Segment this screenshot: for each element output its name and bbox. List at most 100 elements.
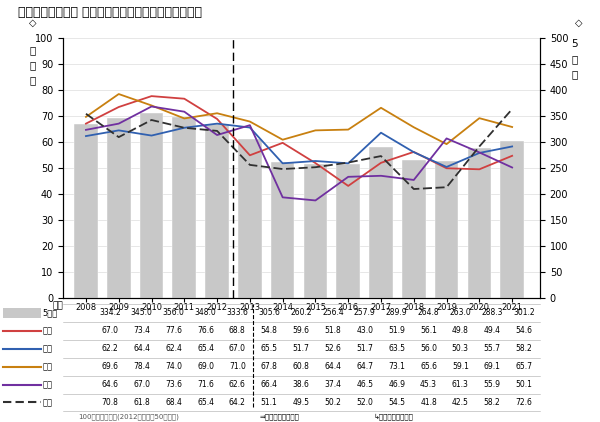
Text: 61.8: 61.8	[133, 398, 150, 407]
Text: 289.9: 289.9	[386, 308, 407, 317]
Text: 288.3: 288.3	[481, 308, 503, 317]
Text: 52.0: 52.0	[356, 398, 373, 407]
Bar	[500, 141, 524, 298]
Text: 49.4: 49.4	[484, 326, 501, 335]
Text: 69.1: 69.1	[484, 362, 500, 371]
Text: 51.7: 51.7	[356, 344, 373, 353]
Text: 100点満点に換算(2012年度まで50点満点): 100点満点に換算(2012年度まで50点満点)	[79, 414, 179, 420]
Text: 58.2: 58.2	[484, 398, 500, 407]
Text: 51.8: 51.8	[325, 326, 341, 335]
Text: 68.4: 68.4	[165, 398, 182, 407]
Text: 38.6: 38.6	[293, 380, 310, 389]
Bar	[337, 164, 360, 298]
Text: 54.8: 54.8	[261, 326, 278, 335]
Text: 70.8: 70.8	[101, 398, 118, 407]
Text: 345.0: 345.0	[131, 308, 153, 317]
Text: 73.6: 73.6	[165, 380, 182, 389]
Text: 60.8: 60.8	[293, 362, 310, 371]
Text: 51.9: 51.9	[388, 326, 405, 335]
Text: 64.6: 64.6	[101, 380, 118, 389]
Text: 科: 科	[572, 69, 578, 79]
Bar	[369, 147, 393, 298]
Text: 55.9: 55.9	[484, 380, 501, 389]
Text: 74.0: 74.0	[165, 362, 182, 371]
Text: 42.5: 42.5	[452, 398, 469, 407]
Text: 61.3: 61.3	[452, 380, 469, 389]
Text: 別: 別	[30, 75, 36, 85]
Text: 76.6: 76.6	[197, 326, 214, 335]
Text: 334.2: 334.2	[99, 308, 121, 317]
Text: 49.5: 49.5	[293, 398, 310, 407]
Text: 301.2: 301.2	[513, 308, 535, 317]
Text: 5: 5	[571, 39, 578, 49]
Text: 63.5: 63.5	[388, 344, 405, 353]
Text: 英語: 英語	[43, 326, 53, 335]
Text: 69.0: 69.0	[197, 362, 214, 371]
Text: 72.6: 72.6	[515, 398, 533, 407]
Bar	[467, 148, 491, 298]
Bar	[74, 124, 98, 298]
Text: 78.4: 78.4	[133, 362, 150, 371]
Text: 年度: 年度	[52, 302, 63, 311]
Text: 社会: 社会	[43, 398, 53, 407]
Bar	[107, 119, 131, 298]
Text: 55.7: 55.7	[484, 344, 501, 353]
Text: 67.0: 67.0	[229, 344, 246, 353]
Text: 64.4: 64.4	[133, 344, 150, 353]
Text: 263.0: 263.0	[449, 308, 471, 317]
Bar	[172, 117, 196, 298]
Text: 45.3: 45.3	[420, 380, 437, 389]
Text: 65.4: 65.4	[197, 398, 214, 407]
Text: 43.0: 43.0	[356, 326, 373, 335]
Text: 64.7: 64.7	[356, 362, 373, 371]
Text: 71.0: 71.0	[229, 362, 246, 371]
Text: 理科: 理科	[43, 380, 53, 389]
Text: 国語: 国語	[43, 362, 53, 371]
Bar	[271, 162, 295, 298]
Text: ◇: ◇	[575, 17, 583, 27]
Text: 65.6: 65.6	[420, 362, 437, 371]
Text: 348.0: 348.0	[194, 308, 217, 317]
Text: ↳マークシート導入: ↳マークシート導入	[373, 414, 413, 420]
Text: 50.3: 50.3	[452, 344, 469, 353]
Text: 67.0: 67.0	[101, 326, 118, 335]
Text: 305.6: 305.6	[258, 308, 280, 317]
Text: 64.4: 64.4	[325, 362, 341, 371]
Text: 49.8: 49.8	[452, 326, 469, 335]
Text: 5科計: 5科計	[43, 308, 58, 317]
Text: 67.0: 67.0	[133, 380, 150, 389]
Text: 64.2: 64.2	[229, 398, 246, 407]
Text: 65.5: 65.5	[261, 344, 278, 353]
Text: 科: 科	[30, 60, 36, 70]
Text: 260.2: 260.2	[290, 308, 312, 317]
Bar	[304, 165, 327, 298]
Text: 71.6: 71.6	[197, 380, 214, 389]
Text: 51.7: 51.7	[293, 344, 310, 353]
Text: 66.4: 66.4	[261, 380, 278, 389]
Text: 46.5: 46.5	[356, 380, 373, 389]
Bar	[435, 161, 458, 298]
Text: 教: 教	[30, 46, 36, 56]
Text: 356.0: 356.0	[163, 308, 185, 317]
Text: 52.6: 52.6	[325, 344, 341, 353]
Text: 41.8: 41.8	[420, 398, 437, 407]
Text: 54.6: 54.6	[515, 326, 533, 335]
Text: 教: 教	[572, 54, 578, 64]
Text: 65.4: 65.4	[197, 344, 214, 353]
Text: 257.9: 257.9	[354, 308, 376, 317]
Bar	[402, 160, 425, 298]
Text: 62.4: 62.4	[165, 344, 182, 353]
Text: 54.5: 54.5	[388, 398, 405, 407]
Text: ◇: ◇	[29, 17, 37, 27]
Text: 62.2: 62.2	[101, 344, 118, 353]
Text: 59.6: 59.6	[293, 326, 310, 335]
Text: 256.4: 256.4	[322, 308, 344, 317]
Text: 50.2: 50.2	[325, 398, 341, 407]
Bar	[140, 113, 163, 298]
Text: 58.2: 58.2	[515, 344, 532, 353]
Text: ⇒　入試制度改革後: ⇒ 入試制度改革後	[259, 414, 299, 420]
Text: 数学: 数学	[43, 344, 53, 353]
Text: 73.4: 73.4	[133, 326, 150, 335]
Text: 333.6: 333.6	[226, 308, 248, 317]
Text: 51.1: 51.1	[261, 398, 278, 407]
